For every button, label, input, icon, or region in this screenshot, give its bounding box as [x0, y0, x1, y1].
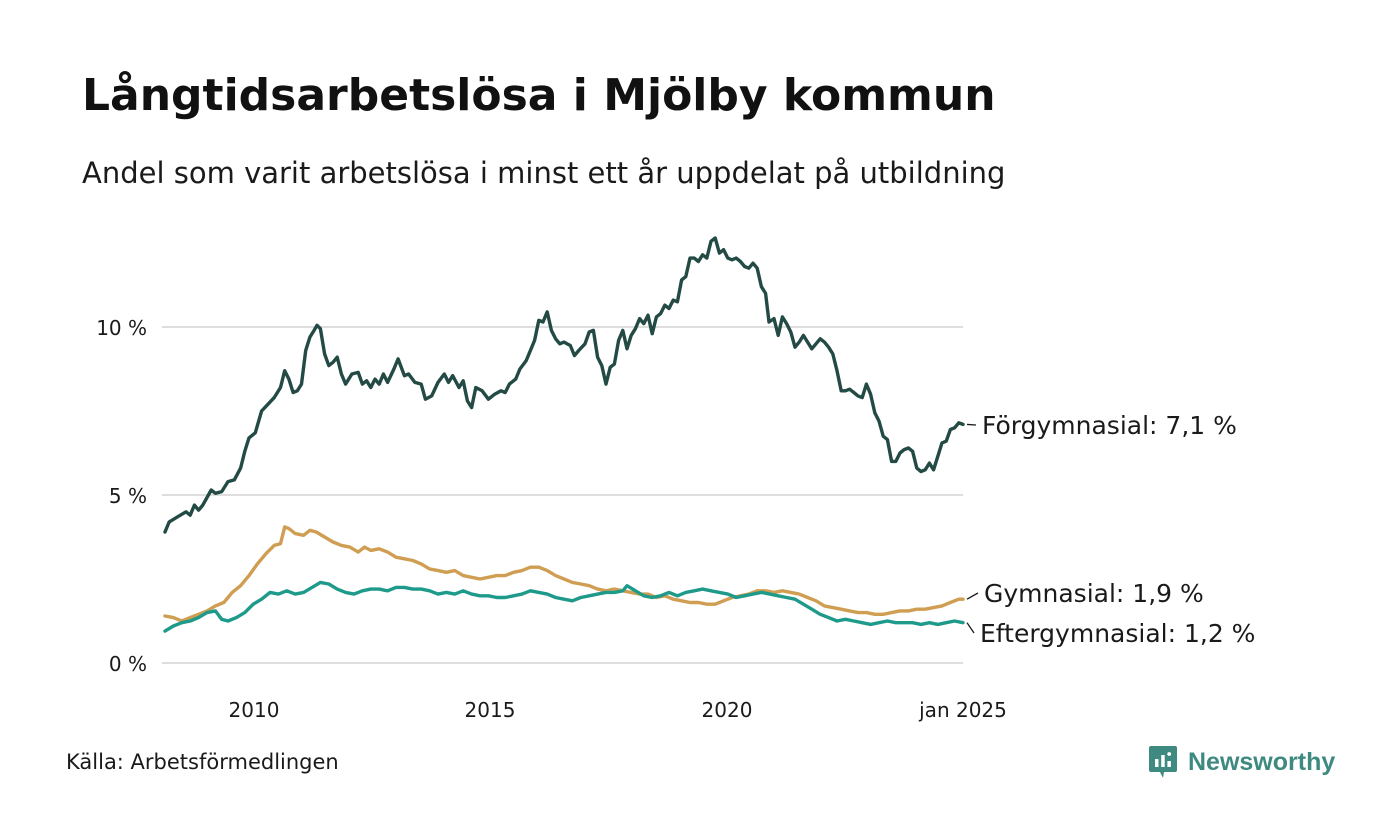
x-tick-label-2020: 2020 — [702, 698, 753, 722]
chart-subtitle: Andel som varit arbetslösa i minst ett å… — [82, 156, 1006, 190]
y-tick-label-10: 10 % — [96, 316, 147, 340]
brand-name: Newsworthy — [1188, 747, 1336, 776]
chart-title: Långtidsarbetslösa i Mjölby kommun — [82, 70, 996, 121]
series-line-eftergymnasial — [163, 580, 965, 633]
leader-line-forgymnasial — [966, 423, 977, 426]
series-line-gymnasial — [163, 525, 965, 623]
source-note: Källa: Arbetsförmedlingen — [66, 750, 339, 774]
newsworthy-logo-icon — [1149, 746, 1177, 778]
series-end-label-eftergymnasial: Eftergymnasial: 1,2 % — [980, 619, 1255, 648]
x-tick-label-2015: 2015 — [465, 698, 516, 722]
x-tick-label-jan-2025: jan 2025 — [918, 698, 1007, 722]
series-end-label-gymnasial: Gymnasial: 1,9 % — [984, 579, 1204, 608]
series-line-forgymnasial — [163, 236, 965, 534]
series-end-label-forgymnasial: Förgymnasial: 7,1 % — [982, 411, 1237, 440]
y-tick-label-0: 0 % — [109, 652, 147, 676]
x-tick-label-2010: 2010 — [229, 698, 280, 722]
leader-line-eftergymnasial — [966, 622, 975, 634]
y-tick-label-5: 5 % — [109, 484, 147, 508]
brand[interactable]: Newsworthy — [1148, 742, 1335, 782]
leader-line-gymnasial — [966, 592, 979, 600]
